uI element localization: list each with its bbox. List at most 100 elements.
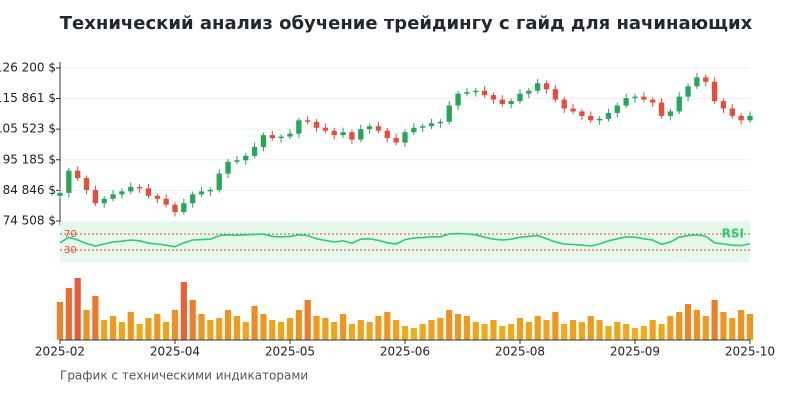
candle-body xyxy=(243,155,249,161)
candle-body xyxy=(641,96,647,100)
volume-bar xyxy=(481,324,488,340)
volume-bar xyxy=(207,320,214,340)
volume-bar xyxy=(649,320,656,340)
volume-bar xyxy=(746,314,754,340)
volume-bar xyxy=(357,320,364,340)
volume-bar xyxy=(401,326,409,340)
candle-body xyxy=(260,135,267,147)
candle-body xyxy=(526,90,532,94)
volume-bar xyxy=(295,310,302,340)
x-tick-label: 2025-06 xyxy=(380,345,430,359)
candle-body xyxy=(154,195,160,199)
candle-body xyxy=(596,118,603,121)
rsi-level-label: 30 xyxy=(64,245,77,256)
y-tick-label: 126 200 $ xyxy=(0,60,56,74)
volume-bar xyxy=(693,310,701,340)
y-tick-label: 115 861 $ xyxy=(0,91,56,105)
volume-bar xyxy=(711,300,718,340)
candle-body xyxy=(676,96,682,112)
volume-bar xyxy=(242,322,249,340)
candle-body xyxy=(83,178,90,190)
volume-bar xyxy=(313,316,320,340)
candle-body xyxy=(92,189,99,204)
volume-bar xyxy=(154,314,161,340)
volume-bar xyxy=(118,322,126,340)
candle-body xyxy=(623,98,629,106)
candle-body xyxy=(163,198,169,205)
x-tick-label: 2025-04 xyxy=(150,345,200,359)
volume-bar xyxy=(109,316,117,340)
candle-body xyxy=(703,77,709,82)
volume-bar xyxy=(366,322,373,340)
volume-bar xyxy=(410,328,417,340)
candle-body xyxy=(278,136,284,139)
candle-body xyxy=(552,89,559,100)
volume-bar xyxy=(578,322,586,340)
volume-bar xyxy=(543,320,550,340)
candle-body xyxy=(650,99,656,103)
volume-bar xyxy=(224,310,232,340)
candle-body xyxy=(517,93,523,102)
volume-bar xyxy=(393,320,400,340)
x-tick-label: 2025-09 xyxy=(610,345,660,359)
volume-bar xyxy=(375,316,382,340)
volume-bar xyxy=(587,316,594,340)
volume-bar xyxy=(667,316,674,340)
volume-bar xyxy=(322,318,329,340)
candle-body xyxy=(535,83,541,91)
y-tick-label: 84 846 $ xyxy=(3,183,56,197)
volume-bar xyxy=(437,318,444,340)
volume-bar xyxy=(419,324,426,340)
candle-body xyxy=(446,105,452,122)
volume-bar xyxy=(145,318,152,340)
volume-bar xyxy=(454,314,462,340)
candle-body xyxy=(66,170,72,193)
y-tick-label: 74 508 $ xyxy=(3,213,56,227)
rsi-band xyxy=(60,222,750,262)
volume-bar xyxy=(499,326,506,340)
volume-bar xyxy=(92,296,99,340)
candle-body xyxy=(366,126,373,130)
candle-body xyxy=(685,86,691,97)
y-tick-label: 95 185 $ xyxy=(3,152,56,166)
rsi-level-label: 70 xyxy=(64,229,77,240)
candle-body xyxy=(251,146,258,156)
candle-body xyxy=(340,132,346,136)
volume-bar xyxy=(171,310,179,340)
candle-body xyxy=(614,105,620,113)
volume-bar xyxy=(623,324,630,340)
volume-bar xyxy=(189,300,196,340)
candle-body xyxy=(172,204,178,213)
chart-title: Технический анализ обучение трейдингу с … xyxy=(60,13,753,34)
rsi-line xyxy=(59,232,751,248)
candle-body xyxy=(101,198,107,204)
volume-bar xyxy=(446,310,453,340)
candle-body xyxy=(75,170,81,179)
volume-bar xyxy=(729,318,736,340)
candle-body xyxy=(508,101,514,105)
candle-body xyxy=(428,123,435,127)
candle-body xyxy=(437,121,444,124)
candle-body xyxy=(136,186,143,189)
volume-bar xyxy=(516,318,524,340)
volume-bar xyxy=(702,316,709,340)
candle-body xyxy=(287,133,293,137)
candle-body xyxy=(225,161,231,174)
candle-body xyxy=(605,112,612,119)
candle-body xyxy=(349,132,355,140)
volume-bar xyxy=(348,324,356,340)
volume-bar xyxy=(198,314,205,340)
candle-body xyxy=(747,115,753,121)
volume-bar xyxy=(676,312,683,340)
candle-body xyxy=(207,189,214,192)
volume-bar xyxy=(251,306,258,340)
candle-body xyxy=(375,126,382,131)
x-tick-label: 2025-02 xyxy=(35,345,85,359)
candle-body xyxy=(632,96,638,99)
volume-bar xyxy=(233,316,241,340)
candle-body xyxy=(490,95,497,100)
volume-bar xyxy=(278,322,285,340)
candle-body xyxy=(145,188,152,196)
candle-body xyxy=(499,99,505,105)
x-tick-label: 2025-10 xyxy=(725,345,775,359)
